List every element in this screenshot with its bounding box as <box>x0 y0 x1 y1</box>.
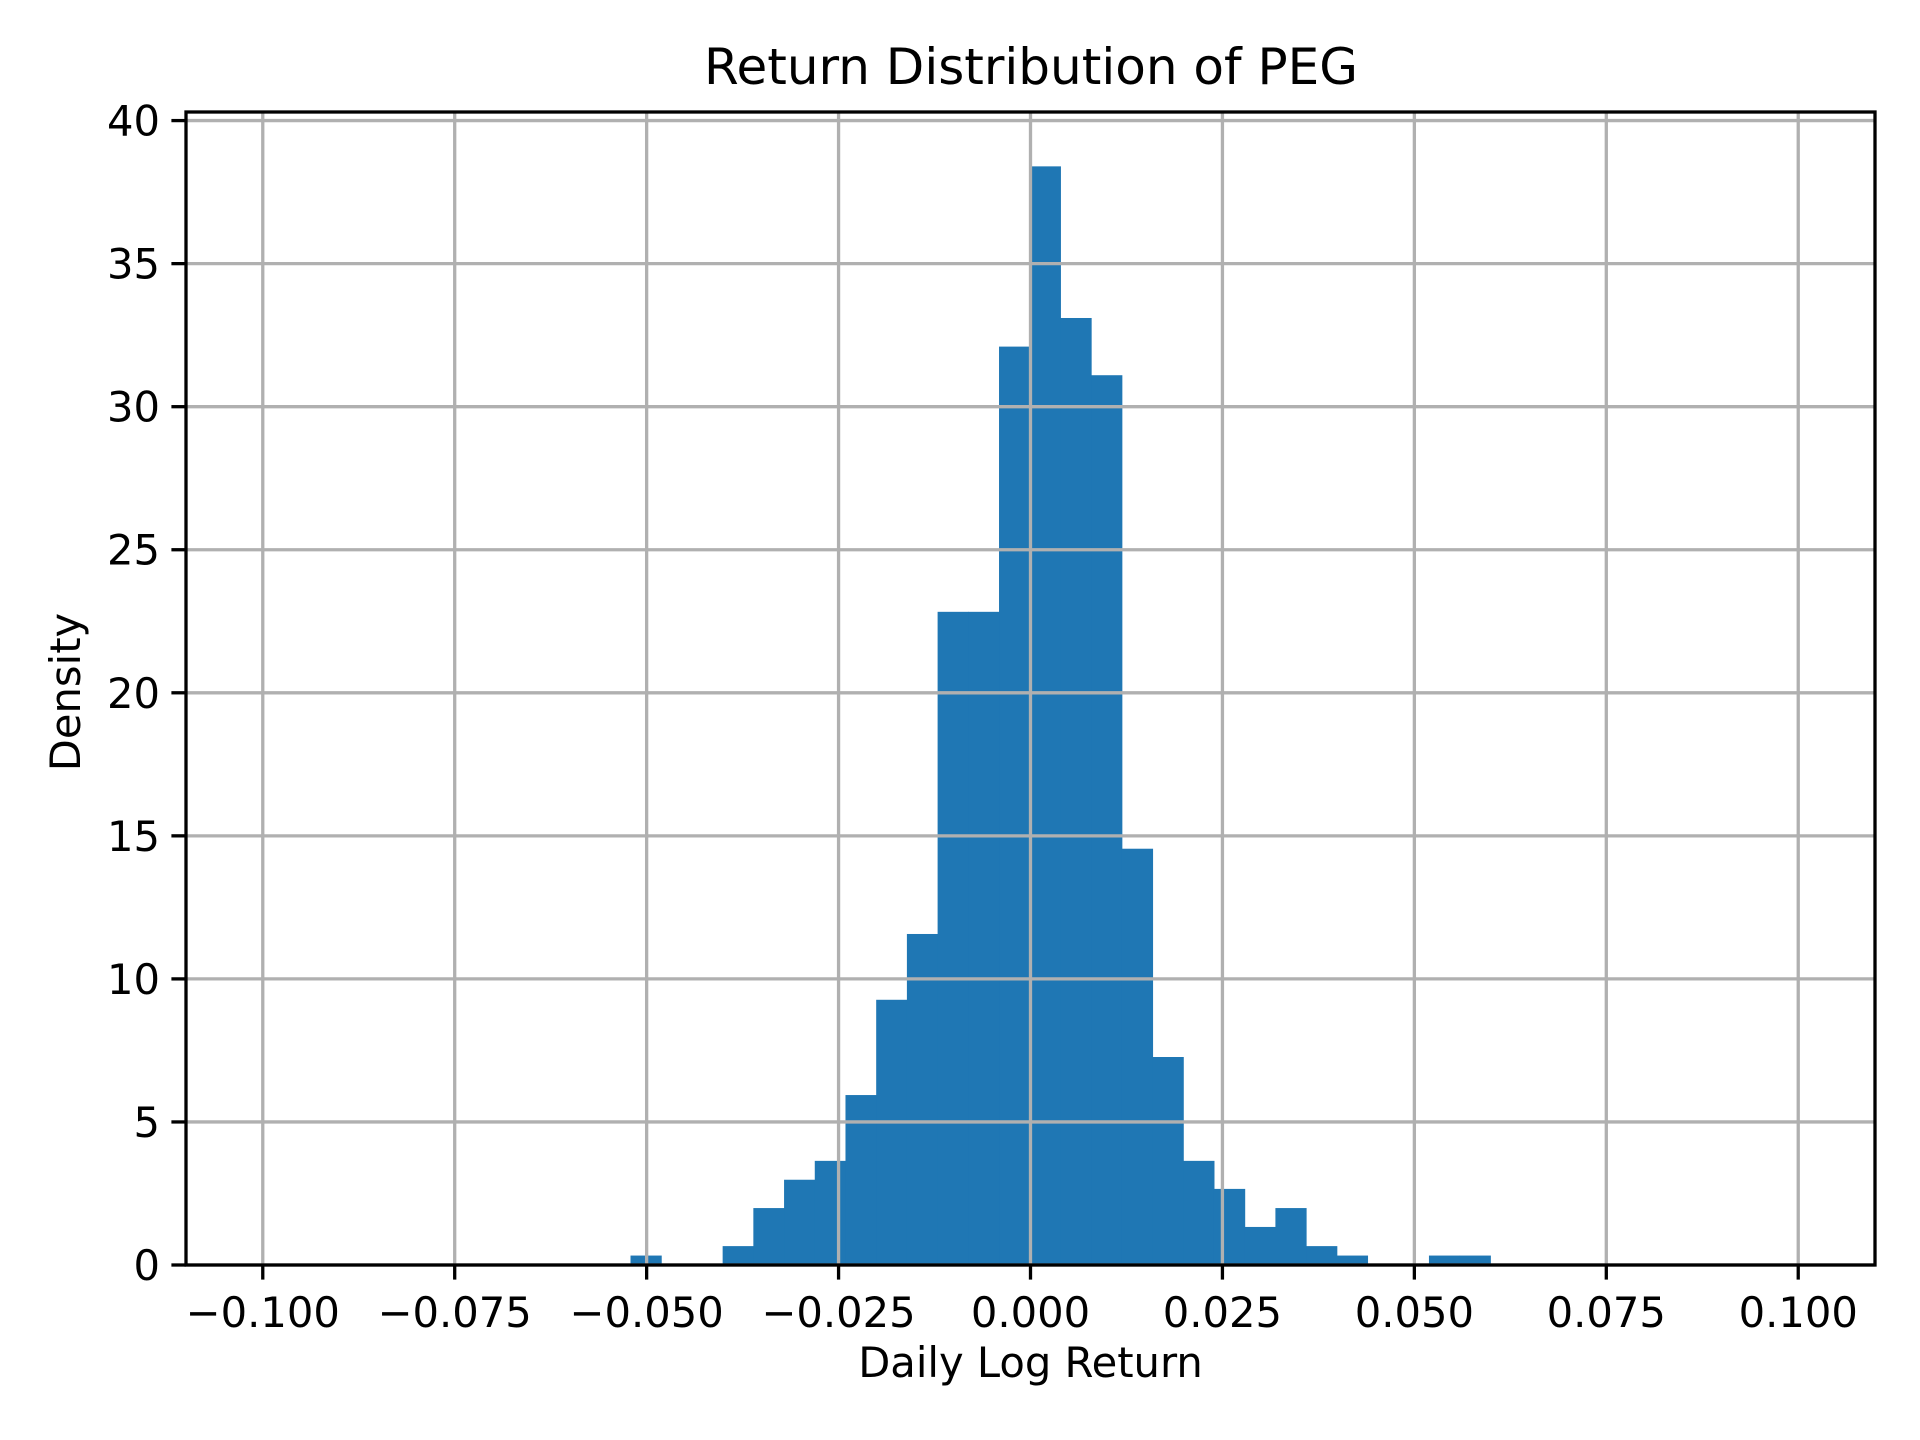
y-tick-label: 25 <box>107 526 160 575</box>
x-tick-label: 0.100 <box>1739 1288 1858 1337</box>
x-tick-label: 0.025 <box>1163 1288 1282 1337</box>
histogram-bar <box>1336 1255 1369 1265</box>
histogram-bar <box>937 611 969 1265</box>
grid-lines-overlay <box>186 112 1875 1267</box>
histogram-bar <box>1244 1226 1276 1265</box>
chart-title: Return Distribution of PEG <box>704 38 1358 96</box>
x-axis-ticks: −0.100 −0.075 −0.050 −0.025 0.000 0.025 0.050 0… <box>186 1265 1858 1337</box>
histogram-bar <box>1213 1188 1246 1265</box>
histogram-bar <box>1091 375 1123 1265</box>
histogram-bar <box>1121 848 1154 1265</box>
x-tick-label: −0.025 <box>761 1288 915 1337</box>
histogram-bar <box>999 346 1031 1265</box>
y-axis-ticks: 0 5 10 15 20 25 30 35 40 <box>107 97 186 1290</box>
y-tick-label: 0 <box>133 1241 160 1290</box>
x-tick-label: −0.050 <box>570 1288 724 1337</box>
histogram-bar <box>876 999 908 1265</box>
x-tick-label: 0.075 <box>1547 1288 1666 1337</box>
histogram-bar <box>1152 1057 1184 1265</box>
y-tick-label: 5 <box>133 1098 160 1147</box>
x-tick-label: 0.000 <box>971 1288 1090 1337</box>
y-tick-label: 40 <box>107 97 160 146</box>
histogram-bar <box>814 1160 846 1265</box>
histogram-bar <box>784 1179 816 1265</box>
y-tick-label: 30 <box>107 383 160 432</box>
x-axis-label: Daily Log Return <box>858 1338 1203 1387</box>
y-tick-label: 20 <box>107 669 160 718</box>
histogram-bar <box>1183 1160 1215 1265</box>
x-tick-label: −0.100 <box>186 1288 340 1337</box>
histogram-bar <box>753 1208 785 1265</box>
histogram-bar <box>1306 1246 1338 1265</box>
y-tick-label: 35 <box>107 240 160 289</box>
histogram-bar <box>968 611 1000 1265</box>
histogram-bar <box>1029 166 1061 1265</box>
y-tick-label: 15 <box>107 812 160 861</box>
x-tick-label: −0.075 <box>378 1288 532 1337</box>
histogram-bar <box>1459 1255 1491 1265</box>
histogram-bar <box>1060 317 1092 1266</box>
histogram-bar <box>1275 1208 1307 1265</box>
y-tick-label: 10 <box>107 955 160 1004</box>
x-tick-label: 0.050 <box>1355 1288 1474 1337</box>
y-axis-label: Density <box>41 612 91 772</box>
histogram-bars <box>630 166 1491 1266</box>
histogram-bar <box>906 933 939 1265</box>
histogram-bar <box>722 1246 754 1265</box>
histogram-bar <box>1428 1255 1461 1265</box>
